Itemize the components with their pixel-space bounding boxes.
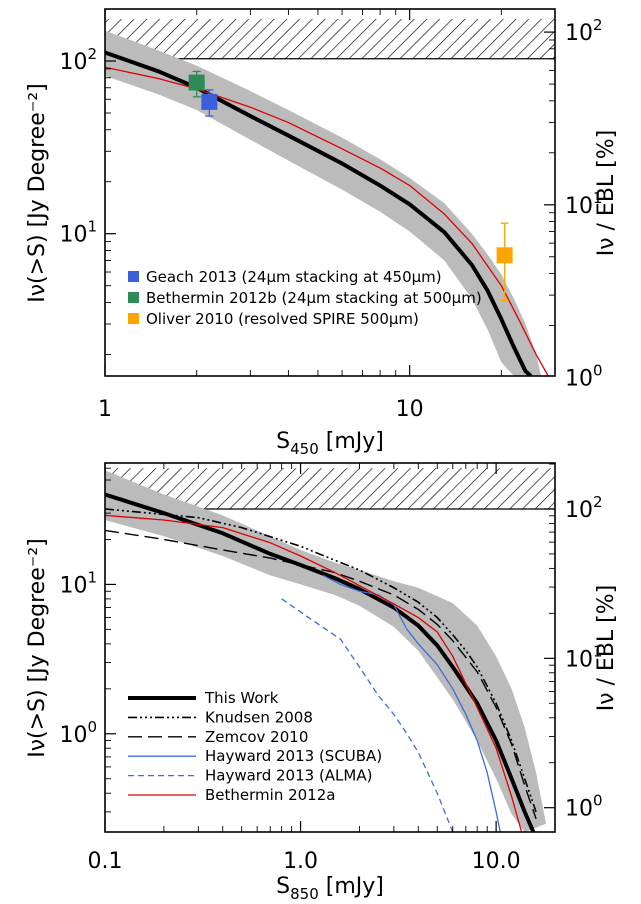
hayward-2013-scuba--line [322, 574, 501, 832]
right-y-tick-exponent: 0 [593, 362, 603, 380]
y-tick-label: 101 [59, 568, 97, 598]
x-tick-label: 10.0 [472, 849, 521, 874]
right-y-tick-label: 101 [565, 189, 603, 219]
right-y-tick-exponent: 0 [593, 792, 603, 810]
y-tick-exponent: 2 [87, 45, 97, 63]
x-axis-label-unit: [mJy] [319, 429, 384, 454]
y-tick-label: 101 [59, 218, 97, 248]
right-axis-label: Iν / EBL [%] [594, 585, 619, 712]
bethermin-2012a-line [105, 514, 523, 832]
x-tick-label: 0.1 [88, 849, 123, 874]
hayward-2013-alma--line [281, 598, 454, 832]
x-tick-label: 10 [396, 397, 424, 422]
legend-label: Bethermin 2012a [205, 786, 335, 804]
right-axis-label: Iν / EBL [%] [594, 130, 619, 257]
right-y-tick-label: 100 [565, 362, 603, 392]
axes-frame [104, 462, 556, 833]
x-tick-label: 1 [98, 397, 112, 422]
x-axis-label: S850 [mJy] [276, 874, 384, 903]
this-work-line [105, 492, 536, 832]
right-y-tick-exponent: 1 [593, 189, 603, 207]
uncertainty-band [105, 30, 542, 376]
y-tick-exponent: 1 [87, 568, 97, 586]
plot-area [105, 19, 555, 376]
axes-frame [104, 8, 556, 377]
legend-label: Geach 2013 (24μm stacking at 450μm) [146, 268, 442, 286]
zemcov-2010-line [105, 529, 537, 819]
comparison-line [105, 66, 549, 376]
ebl-hatched-band [105, 19, 555, 59]
right-y-tick-exponent: 1 [593, 642, 603, 660]
legend-label: This Work [204, 689, 279, 707]
legend-label: Hayward 2013 (ALMA) [205, 767, 372, 785]
right-y-tick-label: 102 [565, 16, 603, 46]
legend: Geach 2013 (24μm stacking at 450μm) Bethe… [128, 268, 482, 328]
x-axis-label-subscript: 850 [290, 885, 319, 903]
knudsen-2008-line [105, 508, 537, 813]
legend-marker [128, 292, 139, 303]
legend-label: Zemcov 2010 [205, 728, 308, 746]
y-tick-label: 100 [59, 718, 97, 748]
data-point-marker [188, 74, 205, 91]
right-y-tick-exponent: 2 [593, 16, 603, 34]
data-point-marker [201, 93, 218, 110]
y-tick-exponent: 0 [87, 718, 97, 736]
y-tick-label: 102 [59, 45, 97, 75]
x-axis-label-unit: [mJy] [319, 874, 384, 899]
legend-label: Oliver 2010 (resolved SPIRE 500μm) [146, 310, 419, 328]
x-tick-label: 1.0 [283, 849, 318, 874]
x-axis-label-subscript: 450 [290, 440, 319, 458]
right-y-tick-label: 102 [565, 493, 603, 523]
y-tick-exponent: 1 [87, 218, 97, 236]
y-axis-label: Iν(>S) [Jy Degree⁻²] [25, 538, 50, 758]
plot-area [105, 468, 555, 832]
legend-label: Knudsen 2008 [205, 708, 313, 726]
legend-marker [128, 313, 139, 324]
legend-label: Bethermin 2012b (24μm stacking at 500μm) [146, 289, 482, 307]
right-y-tick-label: 100 [565, 792, 603, 822]
legend-marker [128, 271, 139, 282]
data-point-marker [496, 247, 513, 264]
right-y-tick-exponent: 2 [593, 493, 603, 511]
x-axis-label: S450 [mJy] [276, 429, 384, 458]
legend-label: Hayward 2013 (SCUBA) [205, 747, 382, 765]
y-axis-label: Iν(>S) [Jy Degree⁻²] [25, 83, 50, 303]
